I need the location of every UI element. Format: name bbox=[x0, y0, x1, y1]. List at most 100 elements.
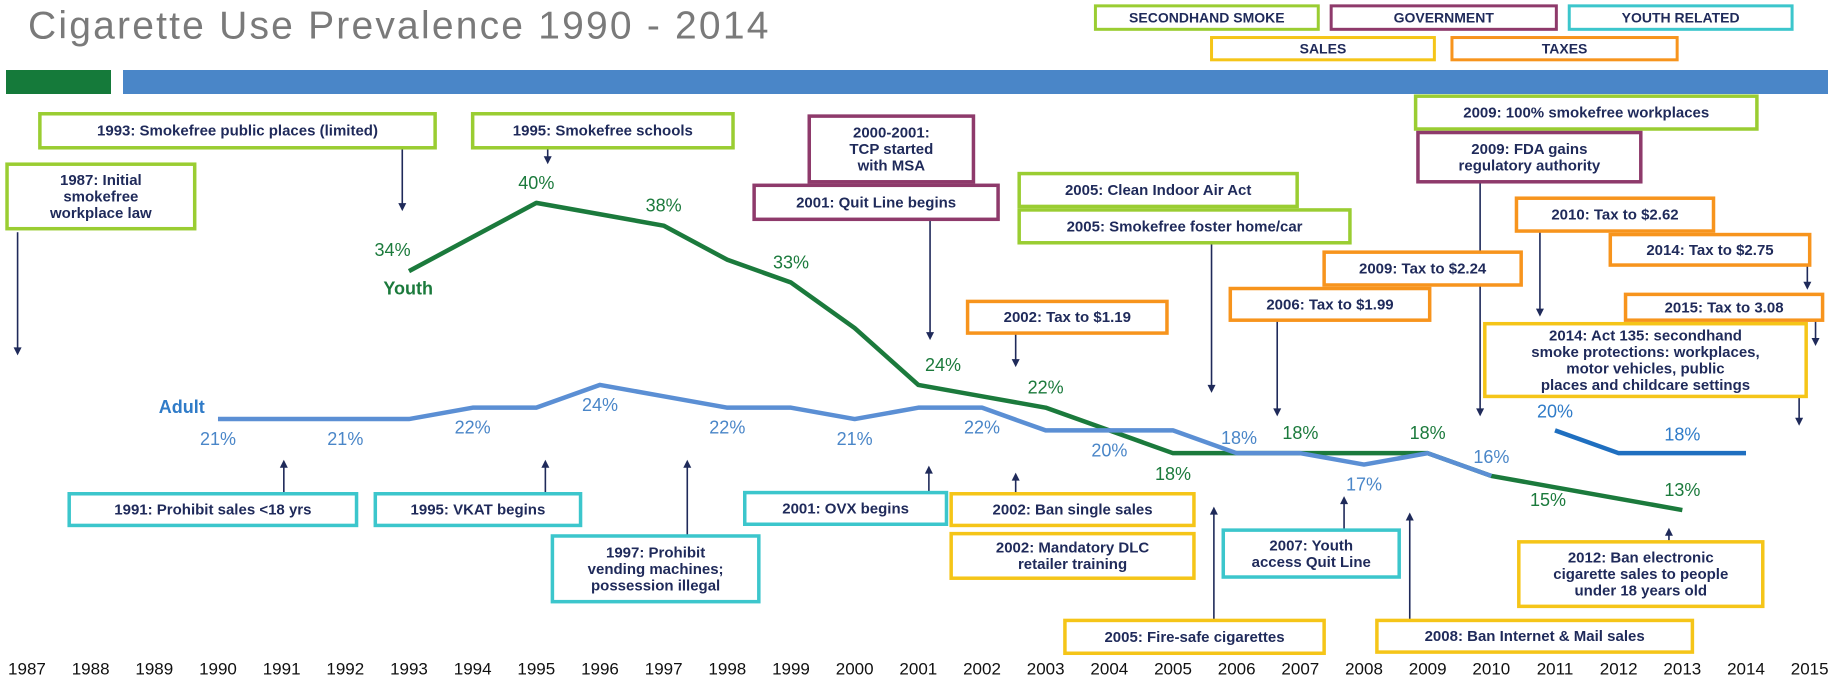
data-label: 16% bbox=[1473, 447, 1509, 467]
annotation-text: 2010: Tax to $2.62 bbox=[1551, 207, 1678, 224]
data-label: 22% bbox=[455, 418, 491, 438]
data-label: 24% bbox=[925, 355, 961, 375]
annotation-text: 2001: OVX begins bbox=[782, 500, 909, 517]
annotation-text: 2008: Ban Internet & Mail sales bbox=[1425, 628, 1645, 645]
arrow-head bbox=[924, 465, 933, 474]
annotation-box bbox=[1375, 618, 1695, 654]
annotation-text: 2006: Tax to $1.99 bbox=[1266, 296, 1393, 313]
annotation-box bbox=[470, 112, 735, 150]
arrow-head bbox=[1011, 359, 1020, 368]
annotation-text: 2012: Ban electronic bbox=[1568, 550, 1714, 567]
annotation-text: 2002: Mandatory DLC bbox=[996, 540, 1150, 557]
annotation-text: workplace law bbox=[49, 205, 152, 222]
annotation-box bbox=[1514, 196, 1716, 233]
arrow-head bbox=[543, 156, 552, 165]
header-bar-green bbox=[6, 70, 111, 94]
x-tick-label: 2010 bbox=[1472, 659, 1510, 678]
annotation-box bbox=[1483, 321, 1808, 399]
annotation-box bbox=[752, 183, 1000, 222]
annotation-text: 2009: Tax to $2.24 bbox=[1359, 261, 1487, 278]
arrow-head bbox=[1535, 308, 1544, 317]
annotation-text: 1991: Prohibit sales <18 yrs bbox=[114, 502, 311, 519]
annotation-text: 2001: Quit Line begins bbox=[796, 194, 956, 211]
annotation-text: 2000-2001: bbox=[853, 124, 930, 141]
annotation-text: 2002: Tax to $1.19 bbox=[1004, 309, 1131, 326]
legend-label: SALES bbox=[1300, 40, 1347, 56]
annotation-box bbox=[550, 534, 761, 604]
data-label: 18% bbox=[1282, 423, 1318, 443]
data-label: 40% bbox=[518, 173, 554, 193]
legend-label: YOUTH RELATED bbox=[1622, 9, 1740, 25]
arrow-head bbox=[13, 347, 22, 356]
legend-label: TAXES bbox=[1542, 40, 1588, 56]
series-name: Adult bbox=[159, 397, 205, 417]
annotation-box bbox=[67, 492, 359, 528]
x-tick-label: 1999 bbox=[772, 659, 810, 678]
annotation-text: TCP started bbox=[849, 141, 933, 158]
arrow-head bbox=[1795, 417, 1804, 426]
annotation-box bbox=[742, 490, 949, 527]
data-label: 21% bbox=[837, 429, 873, 449]
annotation-text: 2014: Act 135: secondhand bbox=[1549, 327, 1742, 344]
annotation-text: places and childcare settings bbox=[1541, 377, 1750, 394]
data-label: 18% bbox=[1221, 428, 1257, 448]
x-tick-label: 2002 bbox=[963, 659, 1001, 678]
annotation-box bbox=[1517, 540, 1765, 609]
annotation-box bbox=[1413, 94, 1759, 131]
annotation-text: smoke protections: workplaces, bbox=[1531, 344, 1759, 361]
header-bar-blue bbox=[123, 70, 1828, 94]
x-tick-label: 2015 bbox=[1791, 659, 1829, 678]
arrow-head bbox=[1405, 512, 1414, 521]
annotation-text: 2009: 100% smokefree workplaces bbox=[1463, 105, 1709, 122]
series-line bbox=[217, 382, 1493, 479]
arrow-head bbox=[1476, 408, 1485, 417]
legend-swatch bbox=[1210, 36, 1436, 62]
x-tick-label: 2013 bbox=[1663, 659, 1701, 678]
annotation-box bbox=[1322, 250, 1523, 287]
annotation-box bbox=[373, 492, 583, 528]
annotation-box bbox=[5, 162, 197, 231]
chart-title: Cigarette Use Prevalence 1990 - 2014 bbox=[28, 4, 771, 47]
arrow-head bbox=[926, 332, 935, 341]
x-tick-label: 1990 bbox=[199, 659, 237, 678]
annotation-box bbox=[1608, 232, 1812, 267]
x-tick-label: 2005 bbox=[1154, 659, 1192, 678]
annotation-text: 2014: Tax to $2.75 bbox=[1646, 242, 1773, 259]
data-label: 21% bbox=[200, 429, 236, 449]
annotation-text: 2005: Smokefree foster home/car bbox=[1067, 218, 1303, 235]
data-label: 24% bbox=[582, 395, 618, 415]
x-tick-label: 1994 bbox=[454, 659, 492, 678]
annotation-box bbox=[807, 114, 976, 184]
annotation-text: 1993: Smokefree public places (limited) bbox=[97, 123, 378, 140]
legend-swatch bbox=[1450, 36, 1679, 62]
series-line bbox=[1554, 428, 1747, 456]
x-tick-label: 1997 bbox=[645, 659, 683, 678]
data-label: 18% bbox=[1155, 464, 1191, 484]
annotation-text: 2009: FDA gains bbox=[1471, 141, 1587, 158]
x-tick-label: 1988 bbox=[72, 659, 110, 678]
data-label: 22% bbox=[1028, 378, 1064, 398]
data-label: 22% bbox=[709, 418, 745, 438]
annotation-text: 1995: VKAT begins bbox=[411, 502, 546, 519]
annotation-box bbox=[965, 299, 1169, 335]
legend-swatch bbox=[1329, 4, 1558, 31]
x-tick-label: 2012 bbox=[1600, 659, 1638, 678]
arrow-head bbox=[279, 459, 288, 468]
annotation-text: 2007: Youth bbox=[1269, 537, 1353, 554]
x-tick-label: 2001 bbox=[899, 659, 937, 678]
x-tick-label: 1991 bbox=[263, 659, 301, 678]
data-label: 18% bbox=[1664, 424, 1700, 444]
annotation-text: 1987: Initial bbox=[60, 172, 142, 189]
arrow-head bbox=[1811, 337, 1820, 346]
annotation-text: smokefree bbox=[63, 188, 138, 205]
annotation-box bbox=[1017, 171, 1299, 209]
x-tick-label: 1989 bbox=[135, 659, 173, 678]
annotation-text: 2015: Tax to 3.08 bbox=[1665, 299, 1784, 316]
annotation-text: access Quit Line bbox=[1252, 554, 1371, 571]
x-tick-label: 2014 bbox=[1727, 659, 1765, 678]
data-label: 13% bbox=[1664, 480, 1700, 500]
data-label: 20% bbox=[1537, 402, 1573, 422]
x-tick-label: 1993 bbox=[390, 659, 428, 678]
data-label: 34% bbox=[375, 240, 411, 260]
annotation-text: 2005: Fire-safe cigarettes bbox=[1104, 629, 1284, 646]
